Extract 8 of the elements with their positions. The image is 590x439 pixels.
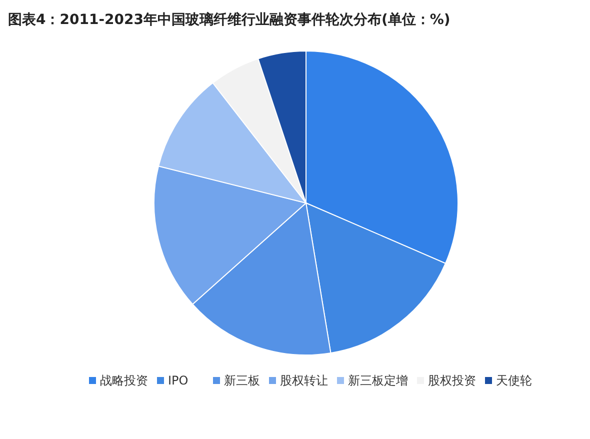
legend-label: 天使轮 bbox=[496, 374, 532, 388]
legend-label: IPO bbox=[168, 374, 188, 388]
legend-label: 战略投资 bbox=[100, 374, 148, 388]
legend-label: 股权转让 bbox=[280, 374, 328, 388]
legend-label: 新三板定增 bbox=[348, 374, 408, 388]
legend-label: 股权投资 bbox=[428, 374, 476, 388]
legend-label: 新三板 bbox=[224, 374, 260, 388]
chart-title: 图表4：2011-2023年中国玻璃纤维行业融资事件轮次分布(单位：%) bbox=[8, 11, 450, 28]
